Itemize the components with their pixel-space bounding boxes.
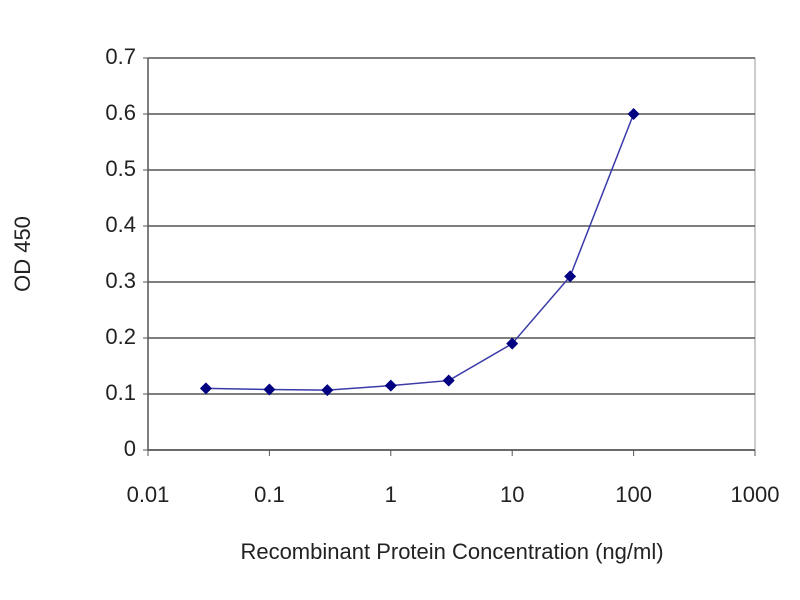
data-point [442, 374, 455, 387]
data-point [627, 108, 640, 120]
y-tick-label: 0.1 [105, 380, 136, 405]
plot-area [147, 57, 756, 451]
y-tick-label: 0.3 [105, 268, 136, 293]
y-tick-label: 0.7 [105, 44, 136, 69]
data-point [384, 379, 397, 392]
data-point [506, 337, 519, 350]
y-tick-label: 0.4 [105, 212, 136, 237]
x-axis-label: Recombinant Protein Concentration (ng/ml… [240, 539, 663, 564]
x-tick-label: 0.01 [127, 482, 170, 507]
y-tick-label: 0.2 [105, 324, 136, 349]
y-axis-label: OD 450 [10, 216, 35, 292]
x-tick-label: 0.1 [254, 482, 285, 507]
data-point [564, 270, 577, 283]
data-point [321, 384, 334, 397]
x-tick-label: 1000 [731, 482, 780, 507]
data-point [199, 382, 212, 395]
x-tick-label: 1 [385, 482, 397, 507]
y-tick-label: 0.5 [105, 156, 136, 181]
data-point [263, 383, 276, 396]
y-tick-label: 0 [124, 436, 136, 461]
x-tick-label: 100 [615, 482, 652, 507]
y-tick-label: 0.6 [105, 100, 136, 125]
x-tick-label: 10 [500, 482, 524, 507]
data-line [205, 113, 635, 391]
